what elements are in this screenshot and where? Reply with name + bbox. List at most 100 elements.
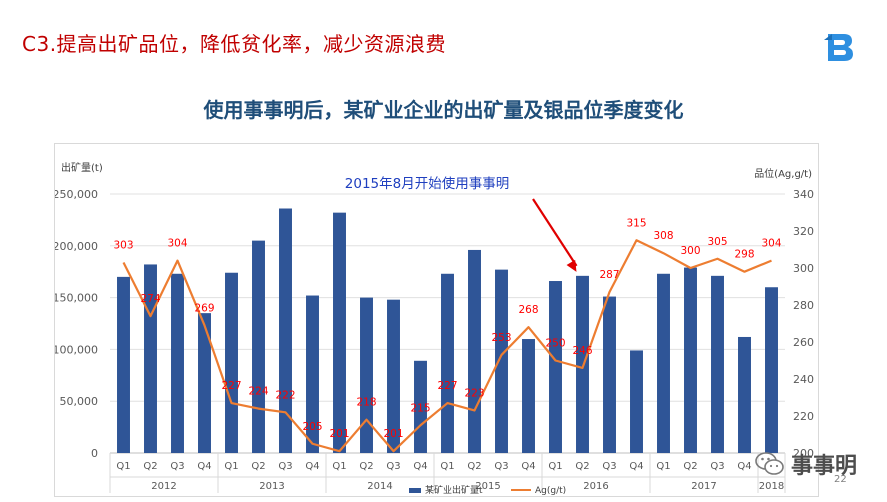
line-data-label: 300 xyxy=(680,245,700,257)
year-label: 2013 xyxy=(259,481,284,492)
x-tick-label: Q3 xyxy=(602,461,616,472)
bar xyxy=(522,339,535,453)
y2-tick-label: 280 xyxy=(793,299,814,312)
y-axis-title: 出矿量(t) xyxy=(61,161,103,174)
year-label: 2015 xyxy=(475,481,500,492)
x-tick-label: Q3 xyxy=(170,461,184,472)
x-tick-label: Q3 xyxy=(278,461,292,472)
line-data-label: 305 xyxy=(707,236,727,248)
bar xyxy=(576,275,589,453)
y-tick-label: 0 xyxy=(91,447,98,460)
line-data-label: 201 xyxy=(329,428,349,440)
y-tick-label: 200,000 xyxy=(55,240,98,253)
line-data-label: 218 xyxy=(356,397,376,409)
y2-tick-label: 320 xyxy=(793,225,814,238)
x-tick-label: Q2 xyxy=(251,461,265,472)
x-tick-label: Q2 xyxy=(575,461,589,472)
bar xyxy=(603,296,616,453)
x-tick-label: Q1 xyxy=(548,461,562,472)
y2-tick-label: 340 xyxy=(793,188,814,201)
x-tick-label: Q3 xyxy=(494,461,508,472)
bar xyxy=(252,240,265,453)
year-label: 2018 xyxy=(759,481,784,492)
x-tick-label: Q4 xyxy=(521,461,535,472)
x-tick-label: Q2 xyxy=(359,461,373,472)
bar xyxy=(495,269,508,453)
line-data-label: 205 xyxy=(302,421,322,433)
line-data-label: 304 xyxy=(761,238,781,250)
y2-tick-label: 240 xyxy=(793,373,814,386)
x-tick-label: Q4 xyxy=(305,461,319,472)
y-tick-label: 50,000 xyxy=(60,395,99,408)
bar xyxy=(360,297,373,453)
watermark-text: 事事明 xyxy=(791,454,858,479)
year-label: 2016 xyxy=(583,481,608,492)
bar xyxy=(684,267,697,453)
bar xyxy=(657,273,670,453)
line-data-label: 315 xyxy=(626,217,646,229)
line-data-label: 201 xyxy=(383,428,403,440)
x-tick-label: Q3 xyxy=(710,461,724,472)
line-data-label: 224 xyxy=(248,386,268,398)
line-data-label: 268 xyxy=(518,304,538,316)
x-tick-label: Q4 xyxy=(413,461,427,472)
x-tick-label: Q2 xyxy=(467,461,481,472)
y-tick-label: 250,000 xyxy=(55,188,98,201)
brand-logo-icon xyxy=(824,34,853,61)
x-tick-label: Q2 xyxy=(683,461,697,472)
wechat-icon xyxy=(755,452,784,475)
chart-container: 出矿量(t) 品位(Ag,g/t) 0 50,000 100,000 150,000 200… xyxy=(54,143,819,497)
y-tick-label: 150,000 xyxy=(55,292,98,305)
x-tick-label: Q4 xyxy=(629,461,643,472)
x-tick-label: Q1 xyxy=(116,461,130,472)
bar xyxy=(630,350,643,453)
year-label: 2014 xyxy=(367,481,392,492)
bar xyxy=(711,275,724,453)
line-data-label: 215 xyxy=(410,402,430,414)
legend-bar-label: 某矿业出矿量t xyxy=(425,484,483,496)
bar xyxy=(306,295,319,453)
x-tick-label: Q2 xyxy=(143,461,157,472)
legend-line-label: Ag(g/t) xyxy=(535,486,566,496)
line-data-label: 250 xyxy=(545,338,565,350)
bar xyxy=(414,360,427,453)
bar xyxy=(279,208,292,453)
y2-tick-label: 260 xyxy=(793,336,814,349)
legend-bar-swatch xyxy=(409,488,421,493)
x-tick-label: Q1 xyxy=(332,461,346,472)
y2-axis-title: 品位(Ag,g/t) xyxy=(754,167,812,180)
x-tick-label: Q4 xyxy=(197,461,211,472)
annotation-text: 2015年8月开始使用事事明 xyxy=(345,175,509,192)
line-data-label: 246 xyxy=(572,345,592,357)
bar xyxy=(765,287,778,453)
slide-title: C3.提高出矿品位，降低贫化率，减少资源浪费 xyxy=(22,32,447,56)
y2-tick-label: 220 xyxy=(793,410,814,423)
bar xyxy=(198,313,211,453)
page-number: 22 xyxy=(834,474,847,485)
bar xyxy=(387,299,400,453)
line-data-label: 227 xyxy=(437,380,457,392)
chart-svg: 出矿量(t) 品位(Ag,g/t) 0 50,000 100,000 150,000 200… xyxy=(55,161,814,496)
annotation-arrow-line xyxy=(532,198,578,267)
bar xyxy=(117,276,130,453)
line-data-label: 253 xyxy=(491,332,511,344)
line-data-label: 269 xyxy=(194,302,214,314)
line-data-label: 274 xyxy=(140,293,160,305)
x-tick-label: Q1 xyxy=(440,461,454,472)
y2-tick-label: 300 xyxy=(793,262,814,275)
y2-tick-label: 200 xyxy=(793,447,814,460)
line-data-label: 223 xyxy=(464,387,484,399)
line-data-label: 308 xyxy=(653,230,673,242)
line-data-label: 298 xyxy=(734,249,754,261)
bar xyxy=(333,212,346,453)
annotation-arrow-head xyxy=(566,259,577,272)
line-data-label: 303 xyxy=(113,239,133,251)
bar xyxy=(171,273,184,453)
line-data-label: 287 xyxy=(599,269,619,281)
bar xyxy=(225,272,238,453)
line-data-label: 227 xyxy=(221,380,241,392)
year-label: 2017 xyxy=(691,481,716,492)
grade-line xyxy=(122,239,772,453)
year-label: 2012 xyxy=(151,481,176,492)
bar xyxy=(549,281,562,453)
